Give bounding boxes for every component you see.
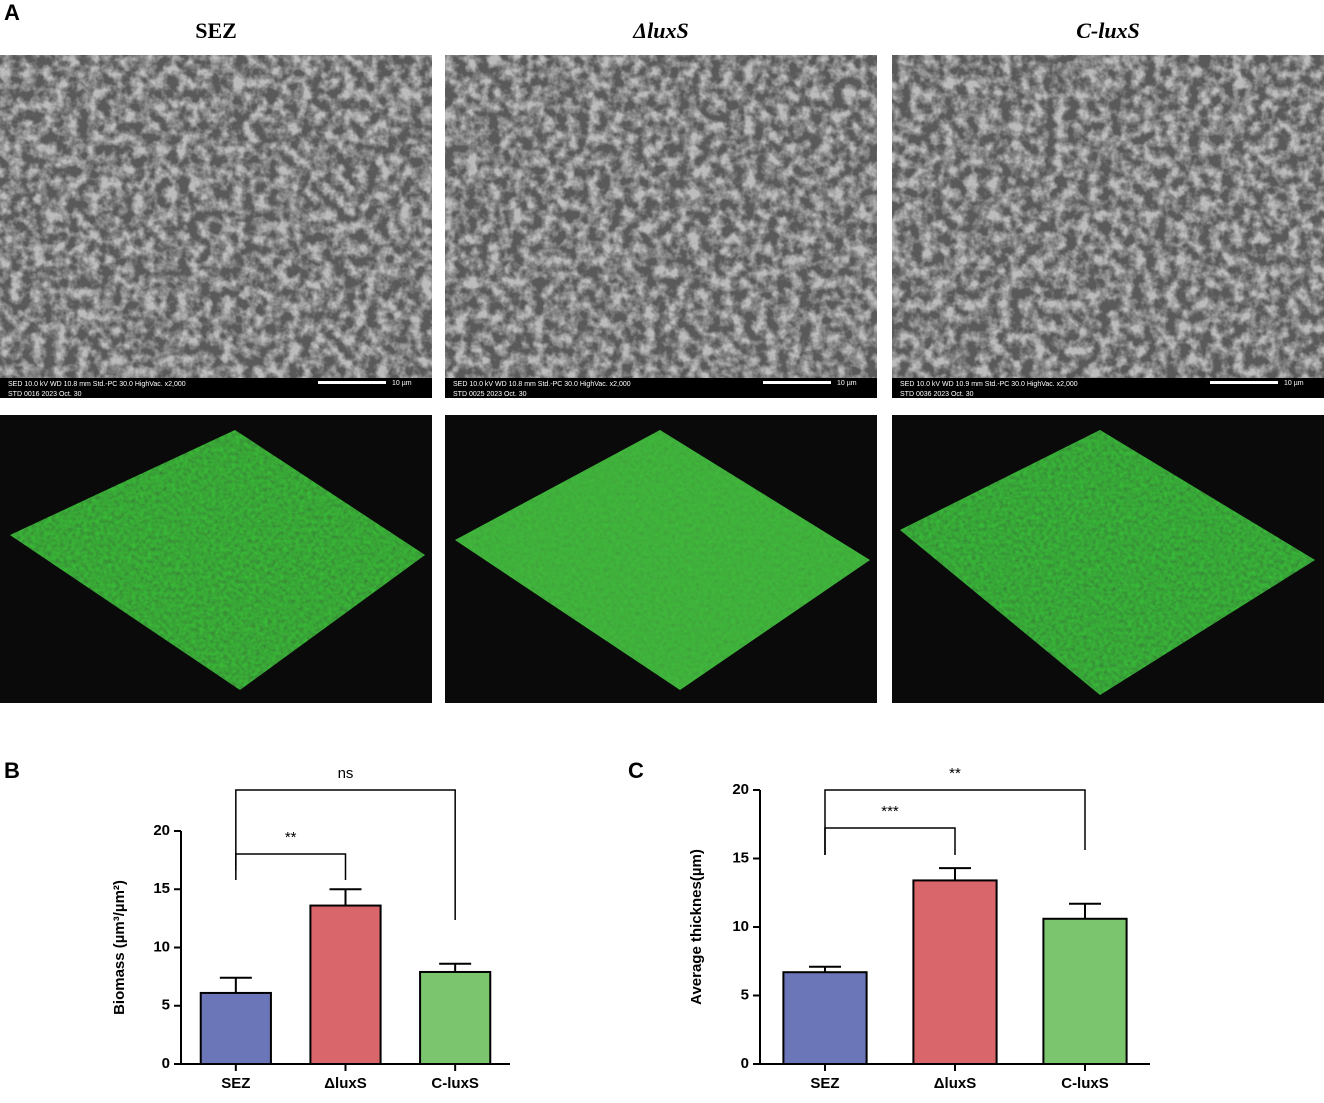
significance-bracket	[824, 789, 1086, 855]
scale-label: 10 µm	[837, 380, 857, 387]
biofilm-texture	[455, 430, 870, 690]
panel-label: B	[4, 758, 20, 783]
panel-label: C	[628, 758, 644, 783]
sem-info: STD 0036 2023 Oct. 30	[900, 391, 974, 398]
y-axis-label: Average thicknes(µm)	[688, 849, 705, 1005]
scale-label: 10 µm	[392, 380, 412, 387]
x-tick-label: SEZ	[810, 1075, 839, 1092]
significance-label: **	[949, 765, 961, 782]
bar	[419, 970, 492, 1066]
sem-info: STD 0025 2023 Oct. 30	[453, 391, 527, 398]
image-panels: SEZ SED 10.0 kV WD 10.8 mm Std.-PC 30.0 H…	[0, 18, 1324, 703]
x-tick-label: C-luxS	[1061, 1075, 1109, 1092]
sem-info: SED 10.0 kV WD 10.8 mm Std.-PC 30.0 High…	[453, 381, 631, 388]
column-title: SEZ	[195, 18, 237, 43]
x-tick-label: ΔluxS	[324, 1075, 366, 1092]
significance-label: **	[285, 829, 297, 846]
y-tick-label: 5	[741, 986, 749, 1003]
y-tick-label: 0	[741, 1055, 749, 1072]
x-tick-label: SEZ	[221, 1075, 250, 1092]
y-tick-label: 10	[153, 938, 170, 955]
y-tick-label: 5	[162, 997, 170, 1014]
scale-bar	[763, 381, 831, 384]
column-title: ΔluxS	[632, 18, 688, 43]
scale-bar	[318, 381, 386, 384]
biofilm-texture	[900, 430, 1315, 695]
y-axis-label: Biomass (µm³/µm²)	[111, 880, 128, 1015]
sem-info: SED 10.0 kV WD 10.8 mm Std.-PC 30.0 High…	[8, 381, 186, 388]
significance-bracket	[235, 853, 347, 880]
scale-bar	[1210, 381, 1278, 384]
bar	[1042, 917, 1128, 1066]
sem-info: STD 0016 2023 Oct. 30	[8, 391, 82, 398]
charts: 0 5 10 15 20 Biomass (µm³/µm²) SEZ ΔluxS C-luxS *…	[111, 765, 1150, 1092]
x-tick-label: C-luxS	[431, 1075, 479, 1092]
y-tick-label: 15	[153, 880, 170, 897]
y-tick-label: 10	[732, 918, 749, 935]
y-tick-label: 20	[153, 822, 170, 839]
bar	[199, 991, 272, 1065]
bar	[782, 971, 868, 1066]
y-tick-label: 20	[732, 781, 749, 798]
sem-texture	[0, 55, 432, 378]
sem-texture	[445, 55, 877, 378]
panel-label: A	[4, 0, 20, 25]
significance-label: ns	[338, 765, 354, 782]
bar	[309, 904, 382, 1065]
sem-info: SED 10.0 kV WD 10.9 mm Std.-PC 30.0 High…	[900, 381, 1078, 388]
significance-bracket	[235, 789, 456, 920]
significance-label: ***	[881, 803, 899, 820]
x-tick-label: ΔluxS	[934, 1075, 976, 1092]
biofilm-texture	[10, 430, 425, 690]
column-title: C-luxS	[1076, 18, 1140, 43]
y-tick-label: 0	[162, 1055, 170, 1072]
y-tick-label: 15	[732, 849, 749, 866]
scale-label: 10 µm	[1284, 380, 1304, 387]
bar	[912, 879, 998, 1065]
significance-bracket	[824, 827, 956, 855]
sem-texture	[892, 55, 1324, 378]
